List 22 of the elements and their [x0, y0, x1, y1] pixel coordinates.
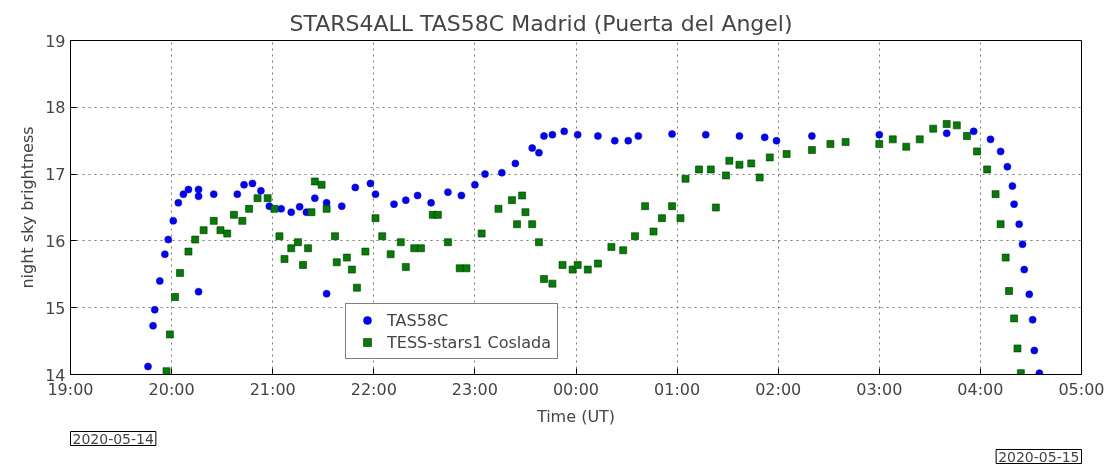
chart-title: STARS4ALL TAS58C Madrid (Puerta del Angel): [289, 10, 793, 36]
y-tick-label: 17: [45, 165, 66, 185]
x-tick-label: 02:00: [755, 379, 802, 399]
y-tick-label: 18: [45, 98, 66, 118]
text: 2020-05-15: [998, 448, 1080, 464]
x-tick-label: 22:00: [350, 379, 397, 399]
x-tick-label: 20:00: [148, 379, 195, 399]
x-tick-label: 03:00: [856, 379, 903, 399]
legend-label: TAS58C: [387, 310, 449, 330]
x-tick-label: 05:00: [1058, 379, 1105, 399]
x-tick-label: 01:00: [654, 379, 701, 399]
y-tick-label: 15: [45, 298, 66, 318]
text: 2020-05-14: [72, 430, 154, 447]
y-tick-label: 19: [45, 31, 66, 51]
y-axis-title: night sky brightness: [18, 126, 38, 289]
legend-label: TESS-stars1 Coslada: [387, 332, 552, 352]
x-tick-label: 00:00: [552, 379, 600, 399]
x-tick-label: 04:00: [957, 379, 1004, 399]
x-tick-label: 21:00: [249, 379, 296, 399]
x-tick-label: 23:00: [451, 379, 498, 399]
y-tick-label: 16: [45, 231, 66, 251]
x-axis-title: Time (UT): [535, 406, 616, 426]
